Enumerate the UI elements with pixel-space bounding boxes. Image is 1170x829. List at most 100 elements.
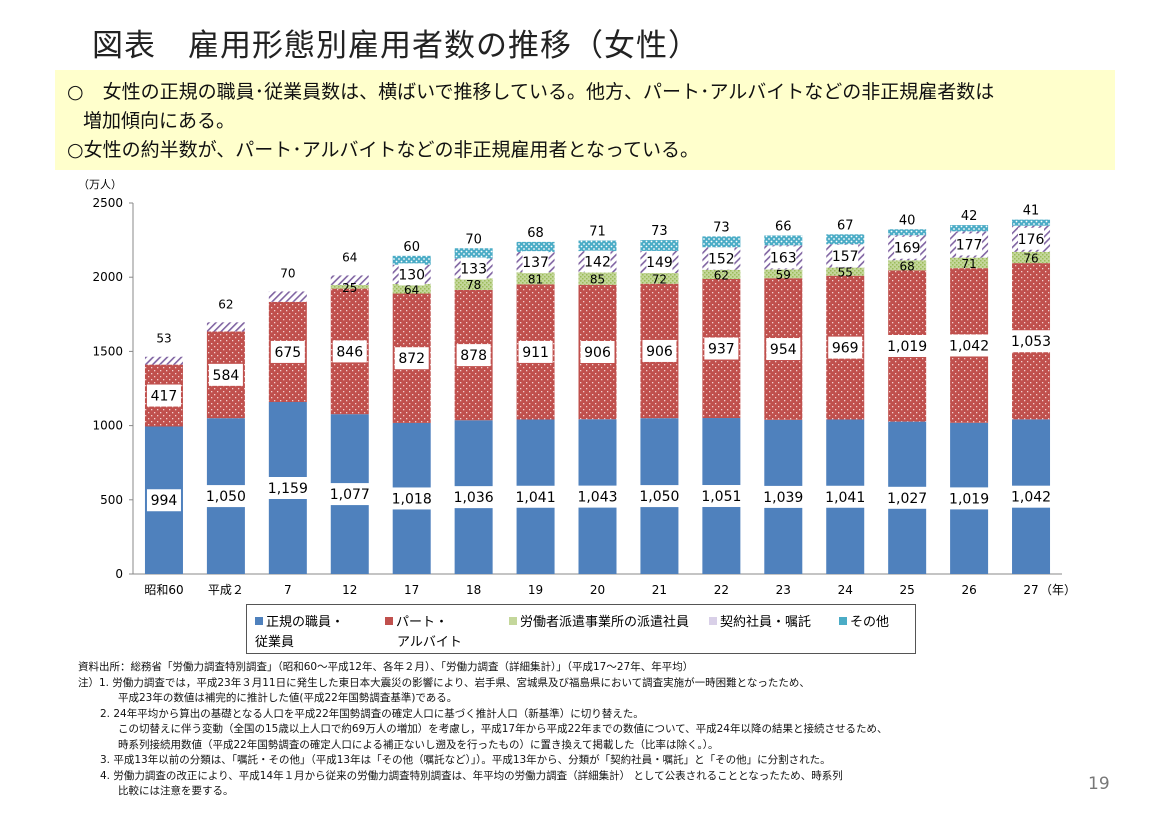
legend-label: 正規の職員・	[266, 615, 345, 630]
legend-label: 契約社員・嘱託	[720, 615, 812, 630]
y-tick-label: 1000	[92, 419, 123, 433]
legend-item-contract: 契約社員・嘱託	[709, 613, 811, 633]
data-label: 62	[714, 268, 729, 282]
data-label: 1,159	[268, 481, 308, 497]
summary-line: ○ 女性の正規の職員･従業員数は、横ばいで推移している。他方、パート･アルバイト…	[67, 81, 995, 103]
legend-label: アルバイト	[397, 635, 462, 650]
data-label: 1,041	[825, 490, 865, 506]
note-line: 3. 平成13年以前の分類は、「嘱託・その他」（平成13年は「その他（嘱託など）…	[100, 754, 831, 766]
bar-dispatch	[454, 278, 493, 290]
data-label-box	[577, 485, 618, 508]
data-label: 78	[466, 278, 481, 292]
data-label: 66	[775, 219, 792, 234]
bar-other	[392, 255, 431, 265]
data-label: 53	[156, 332, 171, 346]
bar-other	[764, 235, 803, 246]
bar-dispatch	[826, 267, 865, 276]
legend-item-dispatch: 労働者派遣事業所の派遣社員	[509, 613, 689, 633]
data-label-box	[887, 334, 928, 357]
data-label: 169	[894, 241, 921, 257]
data-label: 70	[280, 266, 295, 280]
bar-contract	[268, 291, 307, 302]
data-label: 133	[460, 262, 487, 278]
bar-contract	[330, 275, 369, 285]
data-label: 1,043	[577, 490, 617, 506]
data-label: 142	[584, 255, 611, 271]
data-label: 1,053	[1011, 334, 1051, 350]
x-tick-label: 26	[961, 583, 976, 597]
data-label: 73	[713, 220, 730, 235]
data-label-box	[522, 251, 549, 274]
data-label: 67	[837, 218, 854, 233]
data-label-box	[267, 477, 308, 500]
bar-dispatch	[578, 272, 617, 285]
bar-dispatch	[640, 273, 679, 284]
data-label-box	[205, 485, 246, 508]
data-label-box	[1011, 485, 1052, 508]
summary-line: ○女性の約半数が、パート･アルバイトなどの非正規雇用者となっている。	[67, 139, 699, 161]
data-label: 937	[708, 342, 735, 358]
data-label: 1,027	[887, 491, 927, 507]
x-tick-label: 25	[900, 583, 915, 597]
summary-line: 増加傾向にある。	[83, 110, 236, 132]
data-label-box	[1018, 227, 1045, 250]
source-note: 資料出所：総務省「労働力調査特別調査」（昭和60～平成12年、各年２月）、「労働…	[78, 661, 694, 673]
data-label: 55	[838, 266, 853, 280]
legend-label: その他	[850, 615, 890, 630]
data-label: 85	[590, 272, 605, 286]
bar-dispatch	[888, 260, 927, 271]
y-axis-unit: （万人）	[78, 178, 122, 191]
data-label: 41	[1023, 204, 1040, 219]
bar-dispatch	[516, 272, 555, 285]
data-label: 81	[528, 272, 543, 286]
y-tick-label: 0	[115, 567, 123, 581]
bar-other	[640, 240, 679, 251]
data-label: 969	[832, 341, 859, 357]
note-line: 2. 24年平均から算出の基礎となる人口を平成22年国勢調査の確定人口に基づく推…	[100, 707, 644, 720]
page-title: 図表 雇用形態別雇用者数の推移（女性）	[92, 28, 700, 64]
data-label: 25	[342, 281, 357, 295]
data-label: 1,050	[639, 489, 679, 505]
data-label: 1,041	[516, 490, 556, 506]
legend-swatch-icon	[839, 617, 847, 625]
legend-swatch-icon	[709, 617, 717, 625]
data-label-box	[515, 485, 556, 508]
data-label: 163	[770, 250, 797, 266]
data-label-box	[146, 489, 181, 512]
data-label-box	[832, 244, 859, 267]
data-label-box	[825, 485, 866, 508]
x-tick-label: 12	[342, 583, 357, 597]
summary-box: ○ 女性の正規の職員･従業員数は、横ばいで推移している。他方、パート･アルバイト…	[55, 70, 1115, 170]
legend-label: 従業員	[255, 635, 295, 650]
data-label: 878	[460, 348, 487, 364]
x-tick-label: 20	[590, 583, 605, 597]
data-label-box	[332, 340, 367, 363]
note-line: 時系列接続用数値（平成22年国勢調査の確定人口による補正ないし遡及を行ったもの）…	[118, 738, 719, 751]
data-label: 76	[1023, 251, 1038, 265]
bar-dispatch	[330, 284, 369, 289]
bar-other	[1012, 219, 1051, 226]
note-line: この切替えに伴う変動（全国の15歳以上人口で約69万人の増加）を考慮し，平成17…	[118, 723, 888, 735]
data-label: 157	[832, 249, 859, 265]
data-label: 1,042	[1011, 490, 1051, 506]
x-tick-label: 平成２	[208, 583, 244, 597]
data-label-box	[146, 384, 181, 407]
data-label: 72	[652, 272, 667, 286]
bar-other	[516, 241, 555, 252]
data-label-box	[208, 363, 243, 386]
data-label-box	[708, 247, 735, 270]
data-label-box	[828, 336, 863, 359]
page-number: 19	[1088, 774, 1110, 794]
x-tick-label: 22	[714, 583, 729, 597]
data-label: 906	[646, 344, 673, 360]
data-label-box	[580, 340, 615, 363]
bar-other	[702, 236, 741, 248]
x-tick-label: 21	[652, 583, 667, 597]
data-label-box	[329, 483, 370, 506]
x-tick-label: 23	[776, 583, 791, 597]
data-label-box	[770, 246, 797, 269]
data-label-box	[460, 257, 487, 280]
data-label-box	[887, 486, 928, 509]
data-label: 176	[1018, 232, 1045, 248]
bar-other	[454, 248, 493, 259]
